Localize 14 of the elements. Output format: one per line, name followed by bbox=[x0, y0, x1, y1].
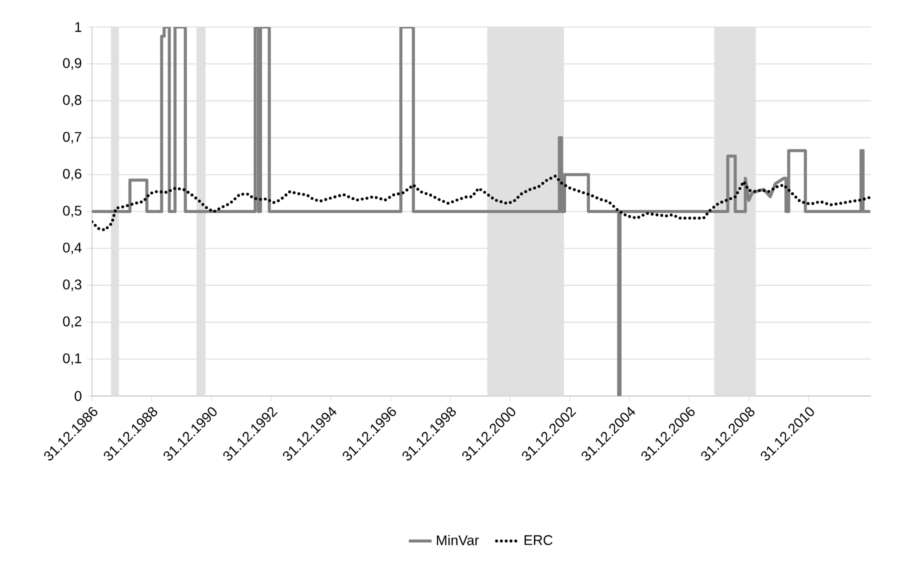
legend-label: ERC bbox=[524, 535, 552, 546]
y-tick-label: 0,9 bbox=[63, 58, 82, 70]
y-tick-label: 0,7 bbox=[63, 132, 82, 144]
y-tick-label: 1 bbox=[75, 22, 82, 32]
y-tick-label: 0,4 bbox=[63, 242, 82, 254]
legend-label: MinVar bbox=[436, 534, 479, 546]
y-tick-label: 0,2 bbox=[63, 316, 82, 328]
line-series bbox=[92, 27, 872, 396]
y-tick-label: 0,3 bbox=[63, 280, 82, 292]
y-tick-label: 0 bbox=[74, 391, 82, 401]
y-tick-label: 0,1 bbox=[63, 353, 82, 365]
y-tick-label: 0,6 bbox=[63, 168, 82, 180]
y-tick-label: 0,5 bbox=[63, 206, 82, 218]
y-tick-label: 0,8 bbox=[63, 95, 82, 107]
